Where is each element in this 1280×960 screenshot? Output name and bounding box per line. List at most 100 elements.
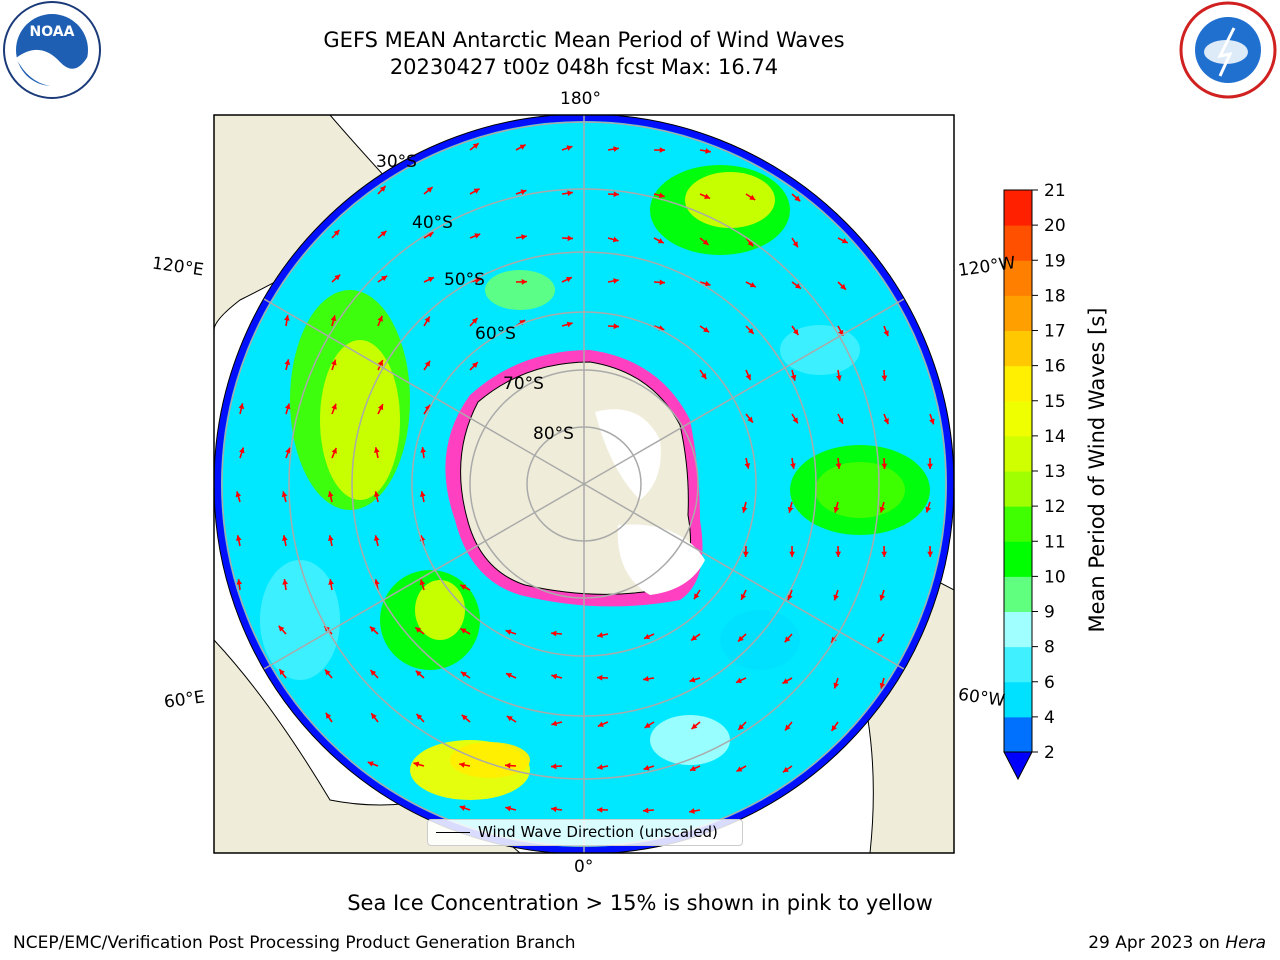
wind-wave-arrow-head: [881, 463, 888, 469]
wind-wave-arrow-head: [877, 636, 883, 643]
colorbar-bin: [1004, 506, 1032, 542]
wind-wave-arrow-head: [794, 283, 801, 289]
lat-label-40s: 40°S: [412, 213, 453, 233]
wind-wave-arrow-head: [929, 418, 935, 425]
wind-wave-arrow-head: [377, 360, 384, 367]
wind-wave-arrow-head: [643, 765, 650, 771]
lat-label-50s: 50°S: [444, 270, 485, 290]
wind-wave-arrow-head: [278, 625, 285, 632]
wave-period-patch: [685, 172, 775, 228]
colorbar-bin: [1004, 646, 1032, 683]
wind-wave-arrow-head: [789, 551, 795, 557]
wind-wave-arrow-head: [377, 404, 384, 411]
wind-wave-arrow-head: [613, 323, 619, 330]
wind-wave-arrow-head: [597, 674, 603, 681]
wind-wave-arrow-head: [879, 682, 886, 689]
wind-wave-arrow-head: [597, 764, 603, 770]
wind-wave-arrow-head: [551, 673, 558, 680]
wind-wave-arrow-head: [551, 763, 557, 770]
wind-wave-arrow-head: [705, 148, 711, 154]
wind-wave-arrow-head: [370, 669, 377, 676]
wind-wave-arrow-head: [379, 185, 386, 192]
colorbar-bin: [1004, 611, 1032, 648]
colorbar-label: Mean Period of Wind Waves [s]: [1085, 307, 1109, 633]
wind-wave-arrow-head: [691, 635, 698, 641]
wind-wave-arrow-head: [330, 315, 337, 322]
wave-period-patch: [415, 580, 465, 640]
wind-wave-arrow-head: [459, 762, 465, 768]
wind-wave-arrow-head: [426, 187, 433, 193]
wind-wave-arrow-head: [235, 491, 242, 498]
wind-wave-arrow-head: [659, 147, 665, 153]
wind-wave-arrow-head: [613, 191, 619, 198]
colorbar-extend-arrow: [1003, 751, 1033, 781]
wind-wave-arrow-head: [927, 551, 934, 557]
wind-wave-arrow-head: [471, 317, 478, 324]
wave-period-patch: [815, 462, 905, 518]
wind-wave-arrow-head: [461, 714, 468, 721]
wind-wave-arrow-head: [325, 669, 331, 676]
wind-wave-arrow-head: [413, 761, 420, 768]
wave-period-patch: [260, 560, 340, 680]
wind-wave-arrow-head: [521, 278, 527, 285]
wind-wave-arrow-head: [741, 506, 748, 513]
wind-wave-arrow-head: [792, 417, 798, 424]
wind-wave-arrow-head: [284, 315, 290, 321]
wind-wave-arrow-head: [787, 506, 794, 513]
colorbar-tick-label: 15: [1044, 392, 1066, 412]
colorbar: 2 4 6 8 9 10 11 12 13 14 15 16 17 18 19 20 21: [1003, 181, 1066, 781]
wind-wave-arrow-head: [744, 462, 751, 469]
wind-wave-arrow-head: [377, 315, 383, 322]
wind-wave-arrow-head: [505, 805, 512, 812]
wind-wave-arrow-head: [840, 283, 846, 290]
colorbar-bin: [1004, 716, 1032, 753]
legend-label: Wind Wave Direction (unscaled): [478, 823, 718, 841]
wind-wave-arrow-head: [415, 627, 422, 633]
footer-date: 29 Apr 2023 on Hera: [1088, 933, 1266, 953]
wind-wave-arrow-head: [369, 626, 376, 633]
wind-wave-arrow-head: [236, 579, 243, 585]
wind-wave-arrow-head: [787, 594, 793, 601]
wind-wave-arrow-head: [883, 330, 889, 337]
wind-wave-arrow-head: [597, 632, 603, 638]
wind-wave-arrow-head: [472, 143, 479, 149]
wind-wave-arrow-head: [597, 806, 603, 813]
wind-wave-arrow-head: [472, 362, 478, 368]
map-frame: [213, 114, 955, 854]
nws-logo: [1179, 1, 1277, 99]
wind-wave-arrow-head: [643, 807, 649, 814]
wind-wave-arrow-head: [835, 551, 842, 557]
sea-ice-caption: Sea Ice Concentration > 15% is shown in …: [347, 891, 933, 915]
chart-subtitle: 20230427 t00z 048h fcst Max: 16.74: [389, 55, 779, 79]
wind-wave-arrow-head: [927, 463, 933, 469]
wind-wave-arrow-head: [506, 715, 513, 722]
wind-wave-arrow-head: [373, 579, 380, 585]
chart-title: GEFS MEAN Antarctic Mean Period of Wind …: [323, 28, 845, 52]
lat-label-80s: 80°S: [533, 424, 574, 444]
wind-wave-arrow-head: [325, 712, 332, 719]
colorbar-tick-label: 20: [1044, 216, 1066, 236]
wind-wave-arrow-head: [643, 675, 649, 682]
colorbar-tick-label: 11: [1044, 532, 1066, 552]
wind-wave-arrow-head: [566, 145, 573, 151]
wind-wave-arrow-head: [520, 189, 527, 195]
wind-wave-arrow-head: [784, 636, 791, 643]
wind-wave-arrow-head: [567, 235, 573, 242]
wind-wave-arrow-head: [658, 192, 665, 199]
colorbar-tick-label: 21: [1044, 181, 1066, 201]
wind-wave-arrow-head: [331, 359, 337, 366]
wind-wave-arrow-head: [735, 677, 742, 684]
wind-wave-arrow-head: [703, 326, 710, 333]
wind-wave-arrow-head: [459, 805, 466, 811]
wind-wave-arrow-head: [833, 682, 839, 689]
wind-wave-arrow-head: [474, 233, 481, 239]
wind-wave-arrow-head: [644, 633, 651, 640]
wind-wave-arrow-head: [551, 630, 557, 637]
wind-wave-arrow-head: [702, 239, 709, 245]
wind-wave-arrow-head: [505, 762, 511, 769]
colorbar-bin: [1004, 190, 1032, 226]
wind-wave-arrow-head: [742, 551, 749, 557]
wind-wave-arrow-head: [831, 724, 838, 731]
wind-wave-arrow-head: [285, 447, 291, 454]
wind-wave-arrow-head: [328, 579, 334, 585]
